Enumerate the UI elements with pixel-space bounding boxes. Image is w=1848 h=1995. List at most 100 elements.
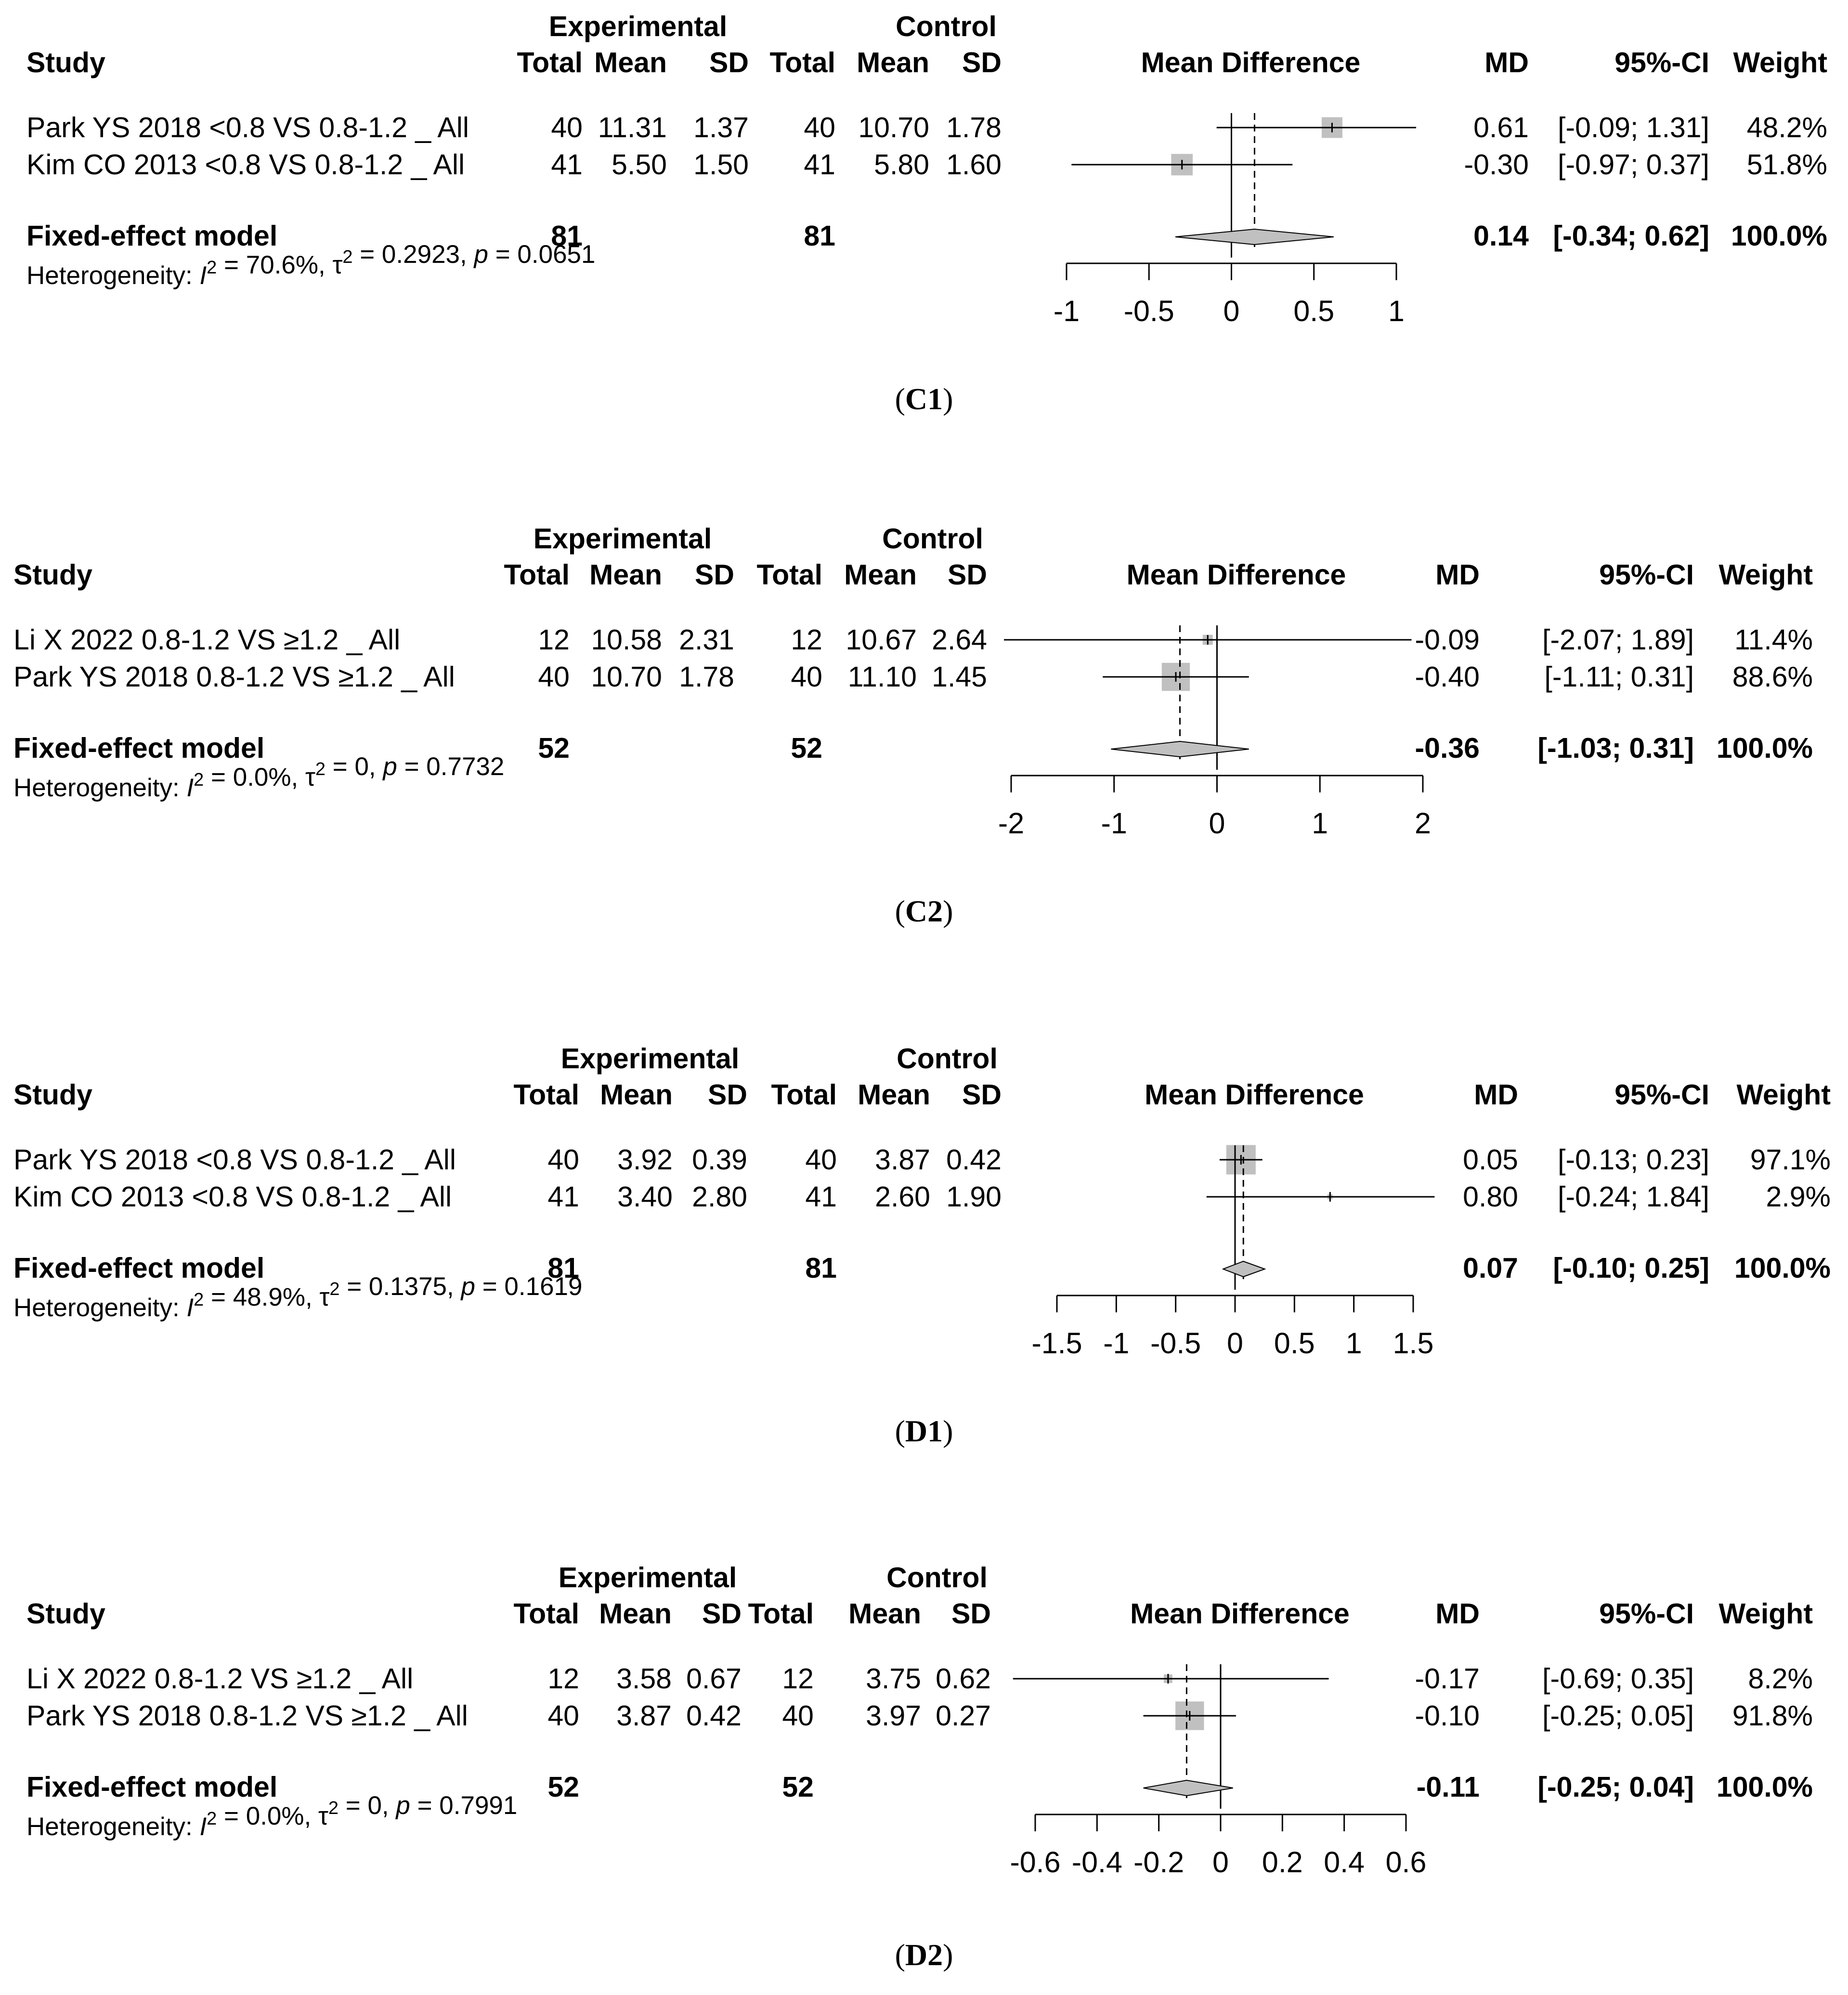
md-value: 0.05 <box>1463 1144 1518 1176</box>
exp-mean-value: 3.92 <box>617 1144 673 1176</box>
ctl-sd-value: 1.78 <box>946 112 1002 143</box>
experimental-header: Experimental <box>561 1043 740 1075</box>
ctl-mean-value: 5.80 <box>874 149 929 181</box>
fixed-effect-label: Fixed-effect model <box>26 220 277 252</box>
x-tick-label: -0.6 <box>1010 1846 1060 1878</box>
pooled-diamond <box>1175 228 1334 246</box>
ci-header: 95%-CI <box>1599 559 1694 591</box>
ctl-mean-value: 10.67 <box>846 624 917 656</box>
ctl-mean-value: 11.10 <box>848 661 917 693</box>
pooled-ctl-total: 52 <box>782 1771 814 1803</box>
pooled-ctl-total: 81 <box>805 1252 837 1284</box>
exp-mean-header: Mean <box>594 47 667 78</box>
exp-mean-header: Mean <box>589 559 662 591</box>
x-tick-label: -0.4 <box>1072 1846 1122 1878</box>
pooled-exp-total: 52 <box>538 732 570 764</box>
x-tick-label: 1.5 <box>1393 1327 1434 1360</box>
exp-sd-value: 1.78 <box>679 661 734 693</box>
ctl-mean-header: Mean <box>848 1598 921 1630</box>
weight-header: Weight <box>1718 1598 1813 1630</box>
experimental-header: Experimental <box>559 1562 737 1593</box>
ctl-mean-header: Mean <box>844 559 917 591</box>
study-name: Kim CO 2013 <0.8 VS 0.8-1.2 _ All <box>26 149 465 181</box>
x-tick-label: 1 <box>1388 295 1405 327</box>
fixed-effect-label: Fixed-effect model <box>26 1771 277 1803</box>
weight-value: 88.6% <box>1732 661 1813 693</box>
panel-caption: (C1) <box>895 382 953 416</box>
pooled-weight: 100.0% <box>1734 1252 1831 1284</box>
pooled-ci: [-0.10; 0.25] <box>1553 1252 1709 1284</box>
study-name: Kim CO 2013 <0.8 VS 0.8-1.2 _ All <box>13 1181 452 1213</box>
exp-sd-value: 0.42 <box>686 1700 742 1732</box>
exp-mean-header: Mean <box>600 1079 673 1111</box>
x-tick-label: 0.5 <box>1293 295 1334 327</box>
exp-sd-value: 0.39 <box>692 1144 747 1176</box>
exp-mean-value: 11.31 <box>598 112 667 143</box>
ci-value: [-0.97; 0.37] <box>1558 149 1709 181</box>
md-header: MD <box>1474 1079 1518 1111</box>
x-tick-label: -1 <box>1054 295 1080 327</box>
heterogeneity-text: Heterogeneity: I2 = 0.0%, τ2 = 0, p = 0.… <box>13 752 504 802</box>
exp-total-header: Total <box>513 1079 579 1111</box>
study-header: Study <box>13 559 92 591</box>
exp-sd-value: 0.67 <box>686 1663 742 1695</box>
exp-total-value: 12 <box>538 624 570 656</box>
ctl-sd-value: 0.42 <box>946 1144 1002 1176</box>
x-tick-label: 1 <box>1346 1327 1362 1360</box>
ctl-total-value: 41 <box>804 149 835 181</box>
ctl-mean-value: 3.75 <box>866 1663 921 1695</box>
ci-value: [-0.13; 0.23] <box>1558 1144 1709 1176</box>
exp-mean-value: 3.40 <box>617 1181 673 1213</box>
exp-sd-header: SD <box>702 1598 742 1630</box>
pooled-diamond <box>1222 1260 1266 1278</box>
x-tick-label: 0 <box>1223 295 1240 327</box>
md-value: -0.10 <box>1415 1700 1480 1732</box>
exp-total-header: Total <box>513 1598 579 1630</box>
ci-value: [-0.25; 0.05] <box>1542 1700 1694 1732</box>
mean-difference-header: Mean Difference <box>1127 559 1346 591</box>
x-tick-label: 2 <box>1415 807 1431 840</box>
ctl-sd-header: SD <box>962 1079 1002 1111</box>
x-tick-label: 0.4 <box>1324 1846 1365 1878</box>
ctl-mean-header: Mean <box>857 47 929 78</box>
exp-mean-value: 10.58 <box>591 624 662 656</box>
weight-header: Weight <box>1718 559 1813 591</box>
exp-mean-value: 5.50 <box>612 149 667 181</box>
x-tick-label: -1.5 <box>1031 1327 1082 1360</box>
weight-header: Weight <box>1733 47 1827 78</box>
pooled-exp-total: 81 <box>551 220 583 252</box>
ctl-mean-value: 3.97 <box>866 1700 921 1732</box>
pooled-md: -0.36 <box>1415 732 1480 764</box>
ctl-total-value: 40 <box>782 1700 814 1732</box>
control-header: Control <box>896 11 997 42</box>
ci-header: 95%-CI <box>1599 1598 1694 1630</box>
ci-value: [-2.07; 1.89] <box>1542 624 1694 656</box>
x-tick-label: 0.6 <box>1386 1846 1427 1878</box>
md-value: 0.61 <box>1473 112 1529 143</box>
ctl-total-header: Total <box>769 47 835 78</box>
exp-total-value: 41 <box>551 149 583 181</box>
ctl-total-value: 41 <box>805 1181 837 1213</box>
pooled-diamond <box>1143 1779 1233 1797</box>
pooled-weight: 100.0% <box>1717 732 1813 764</box>
exp-mean-value: 3.87 <box>616 1700 672 1732</box>
x-tick-label: 0.5 <box>1274 1327 1315 1360</box>
pooled-weight: 100.0% <box>1717 1771 1813 1803</box>
weight-value: 8.2% <box>1748 1663 1813 1695</box>
pooled-ctl-total: 81 <box>804 220 835 252</box>
md-header: MD <box>1484 47 1529 78</box>
pooled-ci: [-0.34; 0.62] <box>1553 220 1709 252</box>
experimental-header: Experimental <box>534 523 712 555</box>
exp-total-value: 40 <box>547 1700 579 1732</box>
study-header: Study <box>13 1079 92 1111</box>
control-header: Control <box>886 1562 988 1593</box>
panel-caption: (D2) <box>895 1938 953 1972</box>
pooled-weight: 100.0% <box>1731 220 1827 252</box>
exp-sd-header: SD <box>709 47 749 78</box>
study-name: Park YS 2018 0.8-1.2 VS ≥1.2 _ All <box>13 661 455 693</box>
control-header: Control <box>882 523 983 555</box>
x-tick-label: -0.5 <box>1124 295 1174 327</box>
ctl-sd-value: 1.90 <box>946 1181 1002 1213</box>
ctl-total-value: 40 <box>805 1144 837 1176</box>
